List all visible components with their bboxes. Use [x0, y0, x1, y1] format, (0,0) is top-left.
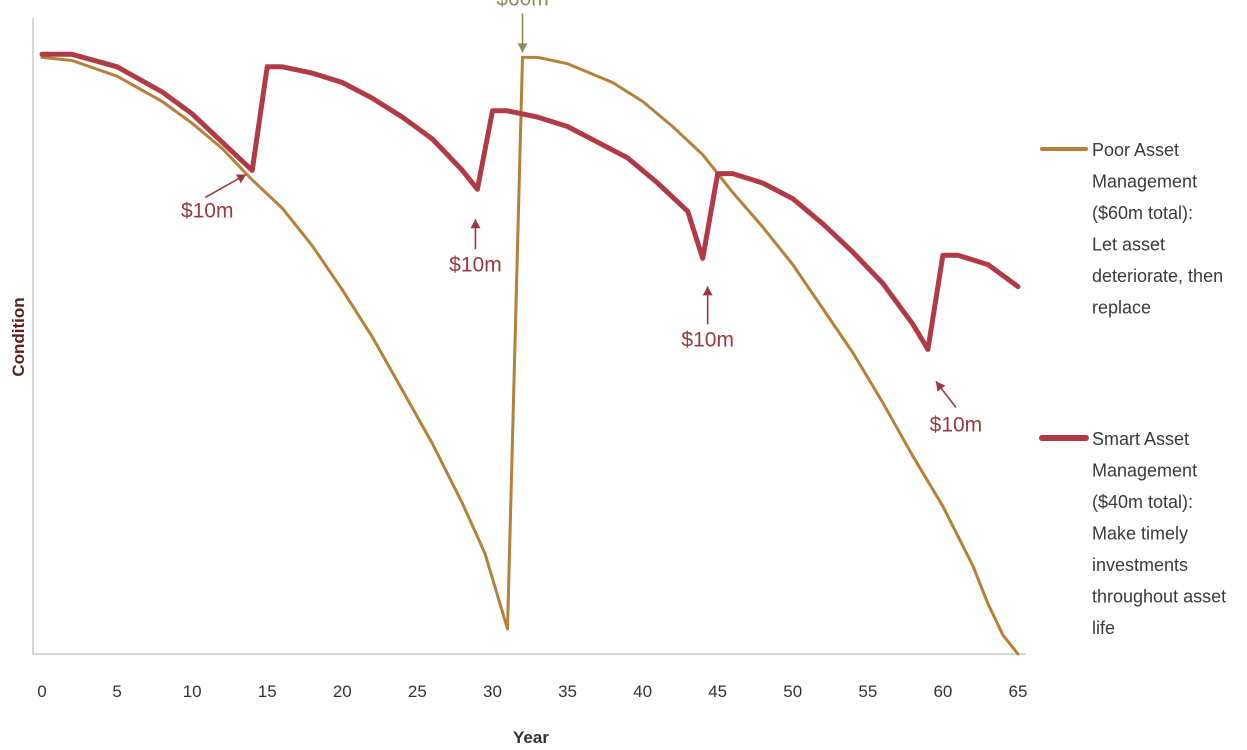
legend-text-line: ($60m total):	[1092, 203, 1193, 223]
legend-text-line: Smart Asset	[1092, 429, 1189, 449]
annotation-1: $10m	[181, 173, 247, 222]
legend-text-line: investments	[1092, 555, 1188, 575]
annotation-arrow-head	[517, 43, 528, 53]
legend-text-line: life	[1092, 618, 1115, 638]
annotation-3: $10m	[681, 286, 734, 351]
legend-text-line: throughout asset	[1092, 587, 1226, 607]
series-line-poor-asset-management	[40, 55, 1020, 656]
x-tick-label-60: 60	[933, 682, 952, 701]
annotation-arrow-head	[470, 219, 481, 229]
x-tick-label-40: 40	[633, 682, 652, 701]
legend-text-line: ($40m total):	[1092, 492, 1193, 512]
legend-text-line: Poor Asset	[1092, 140, 1179, 160]
legend-item-smart-asset-management: Smart Asset Management ($40m total): Make t…	[1039, 429, 1226, 638]
x-tick-labels: 0 5 10 15 20 25 30 35 40 45 50 55 60 65	[37, 682, 1027, 701]
x-tick-label-35: 35	[558, 682, 577, 701]
x-axis-title: Year	[513, 728, 549, 747]
series-layer	[39, 51, 1021, 656]
x-tick-label-30: 30	[483, 682, 502, 701]
x-tick-label-55: 55	[858, 682, 877, 701]
annotation-label: $10m	[449, 253, 502, 276]
annotation-arrow-head	[935, 381, 946, 392]
annotation-label: $10m	[181, 199, 234, 222]
legend-text-line: Let asset	[1092, 235, 1165, 255]
legend: Poor Asset Management ($60m total): Let ass…	[1039, 140, 1226, 638]
x-tick-label-15: 15	[258, 682, 277, 701]
annotation-2: $10m	[449, 219, 502, 276]
x-tick-label-5: 5	[112, 682, 121, 701]
legend-text-line: deteriorate, then	[1092, 266, 1223, 286]
legend-text-line: Management	[1092, 461, 1197, 481]
y-axis-title: Condition	[9, 297, 28, 376]
annotation-label: $10m	[930, 413, 983, 436]
annotation-arrow-head	[235, 174, 247, 184]
legend-item-poor-asset-management: Poor Asset Management ($60m total): Let ass…	[1040, 140, 1223, 318]
series-line-smart-asset-management	[39, 51, 1021, 352]
x-tick-label-0: 0	[37, 682, 46, 701]
annotation-4: $10m	[930, 380, 983, 436]
x-tick-label-45: 45	[708, 682, 727, 701]
annotation-layer: $60m $10m $10m $10m $10m	[181, 0, 982, 436]
annotation-arrow-head	[702, 286, 713, 296]
annotation-0: $60m	[496, 0, 549, 53]
legend-text-line: replace	[1092, 298, 1151, 318]
x-tick-label-65: 65	[1009, 682, 1028, 701]
annotation-label: $60m	[496, 0, 549, 10]
x-tick-label-20: 20	[333, 682, 352, 701]
legend-text-line: Management	[1092, 172, 1197, 192]
x-tick-label-10: 10	[183, 682, 202, 701]
annotation-label: $10m	[681, 328, 734, 351]
legend-text-line: Make timely	[1092, 524, 1188, 544]
x-tick-label-25: 25	[408, 682, 427, 701]
x-tick-label-50: 50	[783, 682, 802, 701]
